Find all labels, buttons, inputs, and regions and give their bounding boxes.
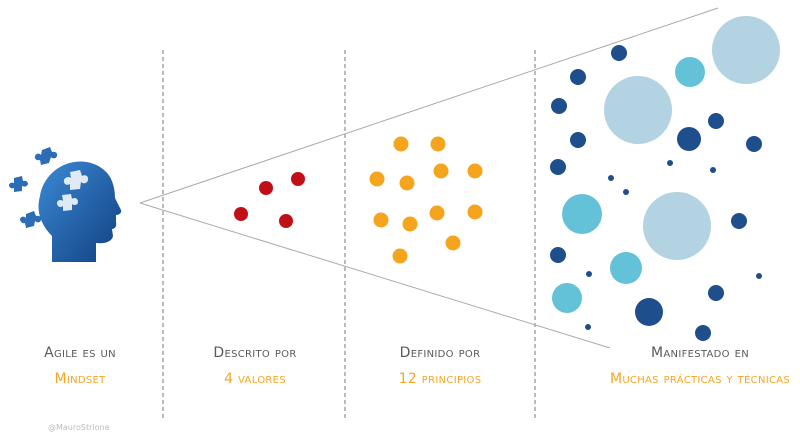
- practice-bubble: [756, 273, 762, 279]
- principle-dot: [429, 205, 445, 221]
- principle-dot: [373, 212, 389, 228]
- caption-line2: Mindset: [54, 371, 106, 387]
- principle-dot: [467, 204, 483, 220]
- caption-line1: Descrito por: [213, 345, 297, 361]
- practice-bubble: [677, 127, 701, 151]
- practice-bubble: [731, 213, 747, 229]
- practice-bubble: [623, 189, 629, 195]
- practice-bubble: [550, 247, 566, 263]
- practice-bubble: [708, 285, 724, 301]
- practice-bubble: [708, 113, 724, 129]
- value-dot: [259, 181, 273, 195]
- practice-bubble: [675, 57, 705, 87]
- principle-dot: [392, 248, 408, 264]
- value-dot: [279, 214, 293, 228]
- practice-bubble: [585, 324, 591, 330]
- principle-dot: [402, 216, 418, 232]
- principle-dot: [393, 136, 409, 152]
- practice-bubble: [635, 298, 663, 326]
- principle-dot: [445, 235, 461, 251]
- values-dots: [234, 172, 305, 228]
- practice-bubble: [667, 160, 673, 166]
- principles-dots: [369, 136, 483, 264]
- caption-practices: Manifestado en Muchas prácticas y técnic…: [600, 340, 800, 392]
- value-dot: [234, 207, 248, 221]
- caption-line2: 12 principios: [398, 371, 482, 387]
- practice-bubble: [608, 175, 614, 181]
- practice-bubble: [570, 132, 586, 148]
- caption-line2: 4 valores: [224, 371, 286, 387]
- caption-line2: Muchas prácticas y técnicas: [609, 371, 791, 387]
- practice-bubble: [604, 76, 672, 144]
- practice-bubble: [643, 192, 711, 260]
- practice-bubble: [570, 69, 586, 85]
- practice-bubble: [552, 283, 582, 313]
- practice-bubble: [611, 45, 627, 61]
- practice-bubble: [551, 98, 567, 114]
- principle-dot: [369, 171, 385, 187]
- practices-bubbles: [550, 16, 780, 341]
- caption-values: Descrito por 4 valores: [165, 340, 345, 392]
- practice-bubble: [710, 167, 716, 173]
- cone-top-line: [139, 7, 719, 204]
- watermark: @MauroStrione: [48, 423, 110, 432]
- practice-bubble: [562, 194, 602, 234]
- principle-dot: [433, 163, 449, 179]
- cone-bottom-line: [139, 202, 611, 349]
- practice-bubble: [586, 271, 592, 277]
- caption-principles: Definido por 12 principios: [345, 340, 535, 392]
- practice-bubble: [746, 136, 762, 152]
- principle-dot: [430, 136, 446, 152]
- practice-bubble: [550, 159, 566, 175]
- practice-bubble: [695, 325, 711, 341]
- practice-bubble: [610, 252, 642, 284]
- caption-mindset: Agile es un Mindset: [0, 340, 160, 392]
- caption-line1: Definido por: [399, 345, 481, 361]
- practice-bubble: [712, 16, 780, 84]
- caption-line1: Agile es un: [44, 345, 116, 361]
- principle-dot: [399, 175, 415, 191]
- head-with-puzzle-icon: [9, 147, 122, 262]
- principle-dot: [467, 163, 483, 179]
- caption-line1: Manifestado en: [651, 345, 749, 361]
- value-dot: [291, 172, 305, 186]
